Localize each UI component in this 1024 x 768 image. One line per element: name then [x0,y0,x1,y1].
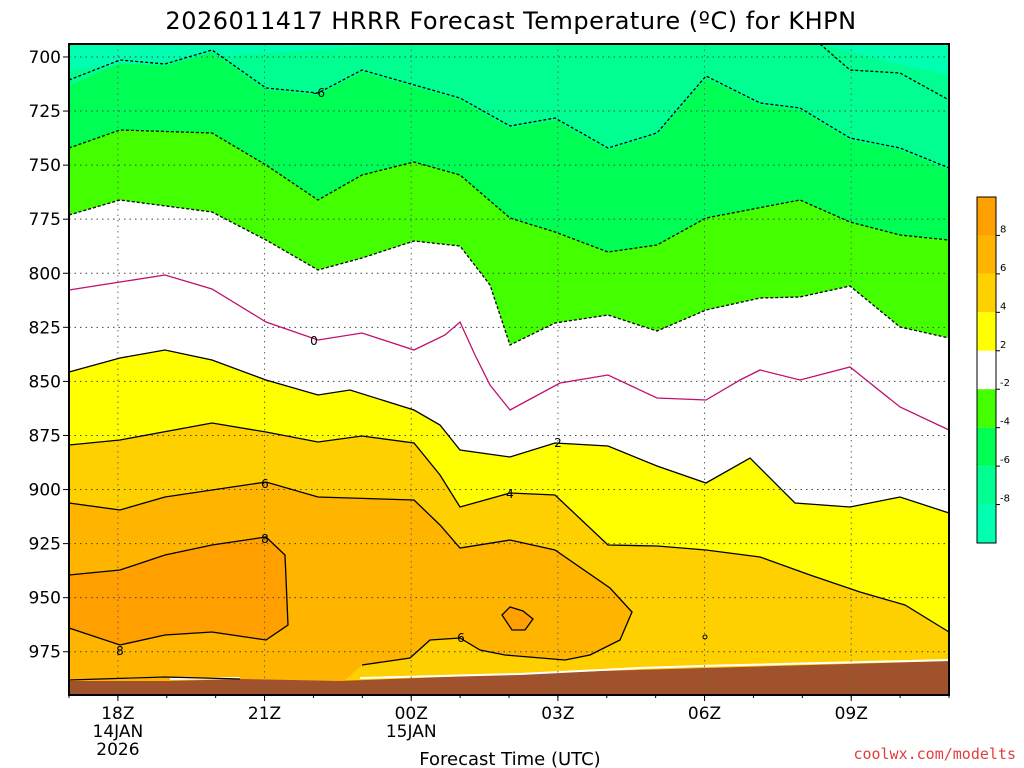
x-tick-date: 14JAN [93,722,144,742]
band-6-8 [69,482,949,695]
contour-label: 8 [261,532,269,546]
colorbar-label: -8 [1000,494,1010,505]
y-axis: 700 725 750 775 800 825 850 875 900 925 950 975 [29,48,69,663]
contour-minus6 [68,49,950,169]
y-tick-label: 900 [29,481,61,501]
y-tick-label: 875 [29,426,61,446]
colorbar-swatch [977,235,996,274]
ground-fill [69,661,949,695]
colorbar-swatch [977,466,996,505]
colorbar-label: 6 [1000,263,1006,274]
colorbar-swatch [977,350,996,390]
y-tick-label: 700 [29,48,61,68]
x-tick-label: 09Z [835,704,868,724]
y-tick-label: 950 [29,589,61,609]
contour-8-lower [68,676,241,681]
contour-label: 6 [261,477,269,491]
y-tick-label: 925 [29,535,61,555]
credit-text: coolwx.com/modelts [853,745,1016,763]
contour-0 [68,274,950,431]
colorbar-label: 2 [1000,340,1006,351]
chart-title: 2026011417 HRRR Forecast Temperature (ºC… [165,7,856,35]
colorbar-swatch [977,273,996,313]
contour-small-loop [702,634,708,640]
x-tick-label: 03Z [541,704,574,724]
colorbar-swatch [977,197,996,236]
contour-label: -6 [313,86,325,100]
contour-8-small [501,606,534,631]
y-tick-label: 775 [29,210,61,230]
y-tick-label: 725 [29,102,61,122]
x-tick-label: 21Z [248,704,281,724]
contour-label: 2 [554,436,562,450]
plot-area: -6 0 2 4 6 8 6 8 [68,43,950,696]
contour-label: 6 [457,631,465,645]
colorbar-label: -4 [1000,417,1010,428]
contour-label: 8 [116,644,124,658]
contour-4 [68,422,950,633]
y-tick-label: 825 [29,318,61,338]
x-axis-label: Forecast Time (UTC) [419,749,600,768]
contour-label: 0 [310,334,318,348]
contour-minus2 [68,199,950,346]
contour-6 [68,481,633,666]
y-tick-label: 750 [29,156,61,176]
colorbar-label: -6 [1000,455,1010,466]
y-tick-label: 975 [29,643,61,663]
band-8-10-small [502,607,533,630]
contour-minus4 [68,129,950,253]
colorbar-label: 8 [1000,224,1006,235]
x-tick-date: 15JAN [386,722,437,742]
contour-8 [68,536,289,646]
x-tick-label: 06Z [688,704,721,724]
colorbar-swatch [977,504,996,543]
x-tick-year: 2026 [96,740,139,760]
colorbar-swatch [977,312,996,351]
colorbar-frame [976,196,997,544]
x-tick-label: 00Z [395,704,428,724]
colorbar-label: 4 [1000,301,1006,312]
contour-label: 4 [506,487,514,501]
colorbar: 8 6 4 2 -2 -4 -6 -8 [976,196,1010,544]
contour-2 [68,349,950,514]
ground-edge [359,659,950,679]
x-tick-label: 18Z [101,704,134,724]
colorbar-label: -2 [1000,378,1010,389]
band-8-10 [69,537,288,645]
colorbar-swatch [977,389,996,428]
y-tick-label: 800 [29,264,61,284]
colorbar-swatch [977,427,996,467]
y-tick-label: 850 [29,372,61,392]
